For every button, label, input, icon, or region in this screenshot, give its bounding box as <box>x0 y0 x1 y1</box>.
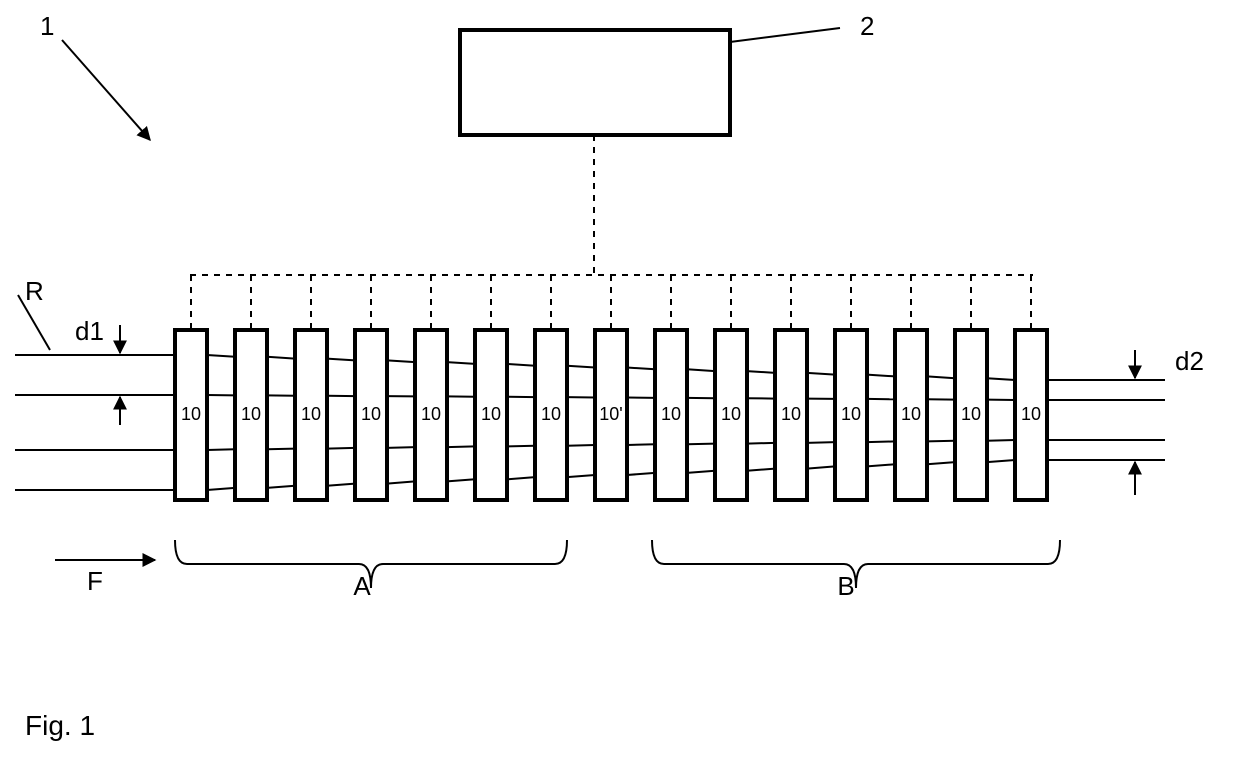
label-1: 1 <box>40 11 54 41</box>
rod-segment <box>927 441 955 442</box>
rod-segment <box>507 364 535 366</box>
rod-segment <box>447 446 475 447</box>
rod-segment <box>627 473 655 475</box>
rod-segment <box>627 444 655 445</box>
rod-segment <box>747 469 775 471</box>
rod-segment <box>207 488 235 490</box>
brace-b <box>652 540 1060 588</box>
rod-segment <box>807 442 835 443</box>
rod-segment <box>687 471 715 473</box>
rod-segment <box>567 475 595 477</box>
figure: 2 1 10 10 10 10 10 10 10 10' 10 10 10 10 10 10 10 Rd1 d2 F A… <box>0 0 1240 771</box>
rod-segment <box>267 449 295 450</box>
rod-segment <box>327 448 355 449</box>
label-b: B <box>837 571 854 601</box>
stand-label: 10 <box>361 404 381 424</box>
rod-segment <box>687 369 715 371</box>
label-d2: d2 <box>1175 346 1204 376</box>
rod-segment <box>387 360 415 362</box>
rod-segment <box>447 479 475 481</box>
rod-segment <box>207 355 235 357</box>
rod-segment <box>747 443 775 444</box>
rod-segment <box>867 441 895 442</box>
stand-label: 10 <box>841 404 861 424</box>
rod-segment <box>987 440 1015 441</box>
stand-label: 10 <box>301 404 321 424</box>
rod-segment <box>267 357 295 359</box>
rod-segment <box>507 477 535 479</box>
stand-label: 10 <box>181 404 201 424</box>
rod-segment <box>387 481 415 483</box>
rod-segment <box>867 464 895 466</box>
rod-segment <box>807 373 835 375</box>
stand-label: 10 <box>1021 404 1041 424</box>
stand-label: 10' <box>599 404 622 424</box>
rod-segment <box>387 447 415 448</box>
rod-segment <box>327 484 355 486</box>
stand-label: 10 <box>961 404 981 424</box>
rod-segment <box>987 378 1015 380</box>
rod-segment <box>807 466 835 468</box>
label-f: F <box>87 566 103 596</box>
system-leader <box>62 40 150 140</box>
rod-segment <box>447 362 475 364</box>
rod-segment <box>567 366 595 368</box>
rod-segment <box>567 445 595 446</box>
stand-label: 10 <box>421 404 441 424</box>
rod-segment <box>627 368 655 370</box>
stand-label: 10 <box>781 404 801 424</box>
stand-label: 10 <box>901 404 921 424</box>
controller-box <box>460 30 730 135</box>
stand-label: 10 <box>481 404 501 424</box>
label-2: 2 <box>860 11 874 41</box>
rod-segment <box>927 376 955 378</box>
label-r: R <box>25 276 44 306</box>
rod-segment <box>327 359 355 361</box>
label-a: A <box>353 571 371 601</box>
rod-segment <box>267 486 295 488</box>
rod-segment <box>927 462 955 464</box>
rod-segment <box>987 460 1015 462</box>
stand-label: 10 <box>541 404 561 424</box>
rod-segment <box>867 375 895 377</box>
label-d1: d1 <box>75 316 104 346</box>
stand-label: 10 <box>241 404 261 424</box>
stand-label: 10 <box>661 404 681 424</box>
figure-caption: Fig. 1 <box>25 710 95 741</box>
rod-segment <box>747 371 775 373</box>
rod-segment <box>207 449 235 450</box>
rod-segment <box>507 446 535 447</box>
brace-a <box>175 540 567 588</box>
stand-label: 10 <box>721 404 741 424</box>
controller-leader <box>730 28 840 42</box>
rod-segment <box>687 444 715 445</box>
